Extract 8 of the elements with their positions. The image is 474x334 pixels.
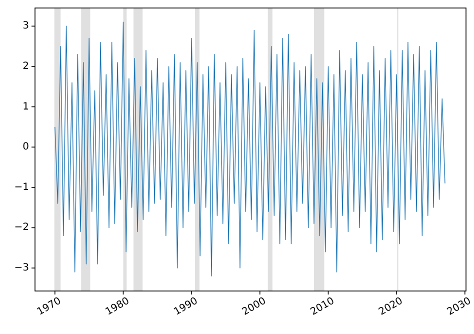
y-tick-label: 2 [22, 60, 29, 72]
y-tick-label: −3 [14, 262, 29, 274]
y-tick-label: −2 [14, 222, 29, 234]
y-tick-label: 1 [22, 101, 29, 112]
y-tick-label: 3 [22, 20, 29, 32]
y-tick-label: 0 [22, 142, 29, 153]
line-series [54, 22, 446, 276]
y-tick-label: −1 [14, 182, 29, 193]
